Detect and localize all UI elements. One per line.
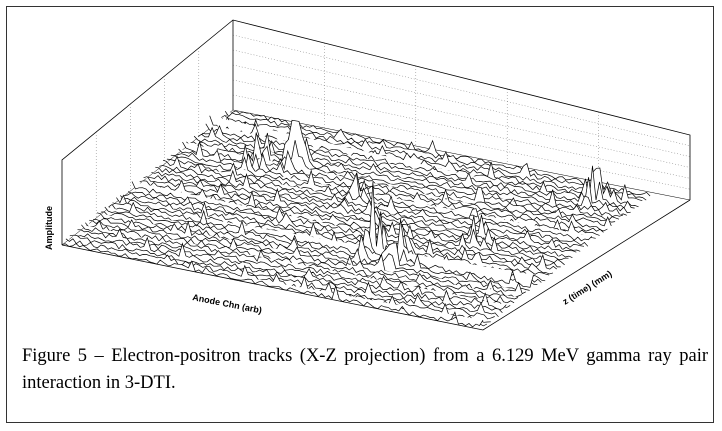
trace — [127, 191, 550, 276]
trace — [131, 181, 554, 275]
trace — [93, 218, 515, 304]
trace — [69, 234, 491, 323]
traces — [61, 110, 651, 328]
figure-caption: Figure 5 – Electron-positron tracks (X-Z… — [22, 346, 708, 393]
wall-grid-line — [232, 34, 691, 147]
trace — [151, 171, 573, 259]
figure-frame — [6, 6, 714, 423]
trace — [85, 220, 507, 311]
wall-grid-line — [232, 64, 691, 168]
trace — [139, 179, 561, 268]
trace — [170, 154, 593, 242]
trace — [73, 233, 495, 320]
x-axis-label: Anode Chn (arb) — [192, 292, 263, 315]
trace — [104, 206, 526, 295]
waterfall-plot: Amplitude Anode Chn (arb) z (time) (mm) — [44, 19, 691, 331]
trace — [96, 212, 519, 300]
trace — [143, 176, 565, 266]
trace — [108, 201, 530, 291]
y-axis-label: Amplitude — [44, 206, 54, 250]
grid — [95, 34, 691, 218]
trace — [201, 124, 624, 218]
box-edge — [61, 199, 691, 331]
trace — [81, 224, 503, 314]
wall-grid-line — [232, 49, 691, 157]
trace — [205, 123, 627, 216]
z-axis-label: z (time) (mm) — [561, 269, 614, 307]
